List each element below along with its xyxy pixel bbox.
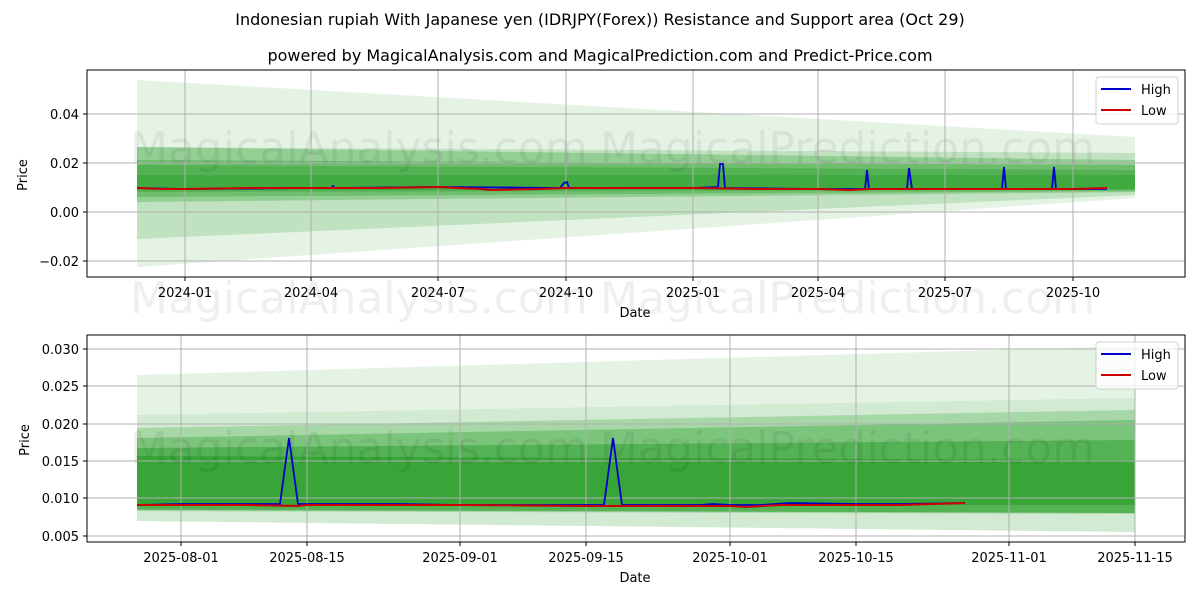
- x-tick-label: 2025-11-01: [971, 551, 1047, 566]
- y-tick-label: 0.015: [42, 455, 79, 470]
- x-tick-label: 2025-01: [666, 286, 720, 301]
- bottom-x-axis-label: Date: [619, 571, 650, 586]
- bottom-x-axis: 2025-08-01 2025-08-15 2025-09-01 2025-09…: [143, 542, 1173, 586]
- watermark-text: MagicalPrediction.com: [600, 123, 1095, 174]
- y-tick-label: 0.04: [50, 108, 79, 123]
- y-tick-label: −0.02: [39, 255, 79, 270]
- top-x-axis: 2024-01 2024-04 2024-07 2024-10 2025-01 …: [158, 277, 1100, 321]
- watermark-text: MagicalAnalysis.com: [130, 273, 588, 324]
- top-y-axis: 0.04 0.02 0.00 −0.02 Price: [16, 108, 87, 270]
- legend-low-label: Low: [1141, 369, 1167, 384]
- watermark-text: MagicalAnalysis.com: [130, 423, 588, 474]
- x-tick-label: 2024-10: [539, 286, 593, 301]
- y-tick-label: 0.005: [42, 530, 79, 545]
- x-tick-label: 2024-07: [411, 286, 465, 301]
- y-tick-label: 0.02: [50, 157, 79, 172]
- top-legend: High Low: [1095, 76, 1179, 125]
- bottom-chart: MagicalAnalysis.com MagicalPrediction.co…: [18, 334, 1186, 586]
- y-tick-label: 0.00: [50, 206, 79, 221]
- top-axes-frame: [86, 69, 1186, 278]
- bottom-high-line: [136, 437, 966, 506]
- legend-low-label: Low: [1141, 104, 1167, 119]
- top-grid: [87, 70, 1185, 277]
- x-tick-label: 2025-07: [918, 286, 972, 301]
- x-tick-label: 2025-10: [1046, 286, 1100, 301]
- watermark-text: MagicalAnalysis.com: [130, 123, 588, 174]
- x-tick-label: 2025-04: [791, 286, 845, 301]
- bottom-legend: High Low: [1095, 341, 1179, 390]
- bottom-y-axis-label: Price: [18, 424, 33, 456]
- bottom-y-axis: 0.030 0.025 0.020 0.015 0.010 0.005 Pric…: [18, 343, 87, 545]
- x-tick-label: 2025-09-01: [422, 551, 498, 566]
- x-tick-label: 2025-08-15: [269, 551, 345, 566]
- bottom-axes-frame: [86, 334, 1186, 543]
- bottom-grid: [87, 335, 1185, 542]
- legend-high-label: High: [1141, 348, 1171, 363]
- chart-title: Indonesian rupiah With Japanese yen (IDR…: [235, 10, 965, 29]
- y-tick-label: 0.025: [42, 380, 79, 395]
- x-tick-label: 2025-11-15: [1097, 551, 1173, 566]
- legend-high-label: High: [1141, 83, 1171, 98]
- bottom-low-line: [137, 502, 966, 509]
- top-chart: MagicalAnalysis.com MagicalPrediction.co…: [16, 69, 1186, 324]
- y-tick-label: 0.010: [42, 492, 79, 507]
- x-tick-label: 2025-09-15: [548, 551, 624, 566]
- top-x-axis-label: Date: [619, 306, 650, 321]
- y-tick-label: 0.020: [42, 418, 79, 433]
- x-tick-label: 2025-10-15: [818, 551, 894, 566]
- watermark-text: MagicalPrediction.com: [600, 273, 1095, 324]
- x-tick-label: 2025-10-01: [692, 551, 768, 566]
- watermark-text: MagicalPrediction.com: [600, 423, 1095, 474]
- chart-subtitle: powered by MagicalAnalysis.com and Magic…: [267, 46, 933, 65]
- top-low-line: [136, 185, 1108, 192]
- top-y-axis-label: Price: [16, 159, 31, 191]
- x-tick-label: 2024-01: [158, 286, 212, 301]
- x-tick-label: 2024-04: [284, 286, 338, 301]
- y-tick-label: 0.030: [42, 343, 79, 358]
- x-tick-label: 2025-08-01: [143, 551, 219, 566]
